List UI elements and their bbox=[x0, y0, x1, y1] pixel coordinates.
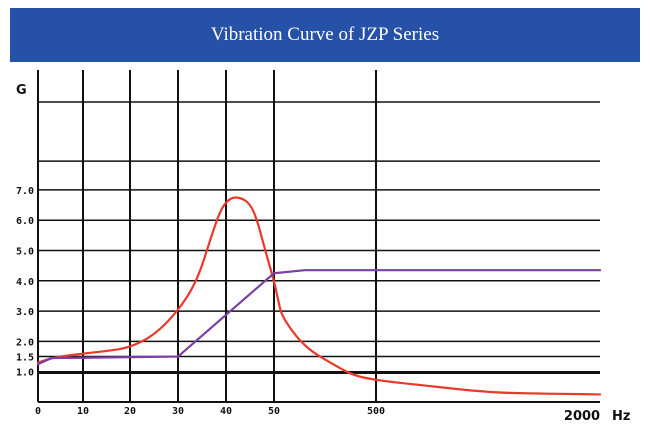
purple-series-line bbox=[36, 269, 602, 366]
grid-lines bbox=[38, 70, 600, 402]
y-tick-label: 7.0 bbox=[16, 186, 34, 197]
y-tick-label: 2.0 bbox=[16, 337, 34, 348]
y-tick-label: 4.0 bbox=[16, 277, 34, 288]
chart-title-banner: Vibration Curve of JZP Series bbox=[10, 8, 640, 62]
series-lines bbox=[36, 196, 602, 396]
red-series-line bbox=[36, 196, 602, 396]
x-tick-label: 10 bbox=[77, 406, 89, 417]
y-tick-label: 6.0 bbox=[16, 216, 34, 227]
x-axis-label: Hz bbox=[612, 409, 630, 424]
y-tick-label: 1.0 bbox=[16, 368, 34, 379]
y-axis-label: G bbox=[16, 83, 27, 98]
x-tick-label: 20 bbox=[124, 406, 136, 417]
x-tick-label: 50 bbox=[268, 406, 280, 417]
tick-labels: 1.0 1.5 2.0 3.0 4.0 5.0 6.0 7.0 0 10 20 30 40 50 500 20… bbox=[16, 186, 600, 424]
x-tick-label: 40 bbox=[220, 406, 232, 417]
y-tick-label: 1.5 bbox=[16, 353, 34, 364]
y-tick-label: 5.0 bbox=[16, 247, 34, 258]
x-tick-label: 0 bbox=[35, 406, 41, 417]
axes bbox=[37, 70, 600, 403]
x-tick-label: 2000 bbox=[564, 409, 600, 424]
y-tick-label: 3.0 bbox=[16, 307, 34, 318]
x-tick-label: 500 bbox=[367, 406, 385, 417]
x-tick-label: 30 bbox=[172, 406, 184, 417]
chart-title: Vibration Curve of JZP Series bbox=[210, 24, 440, 45]
